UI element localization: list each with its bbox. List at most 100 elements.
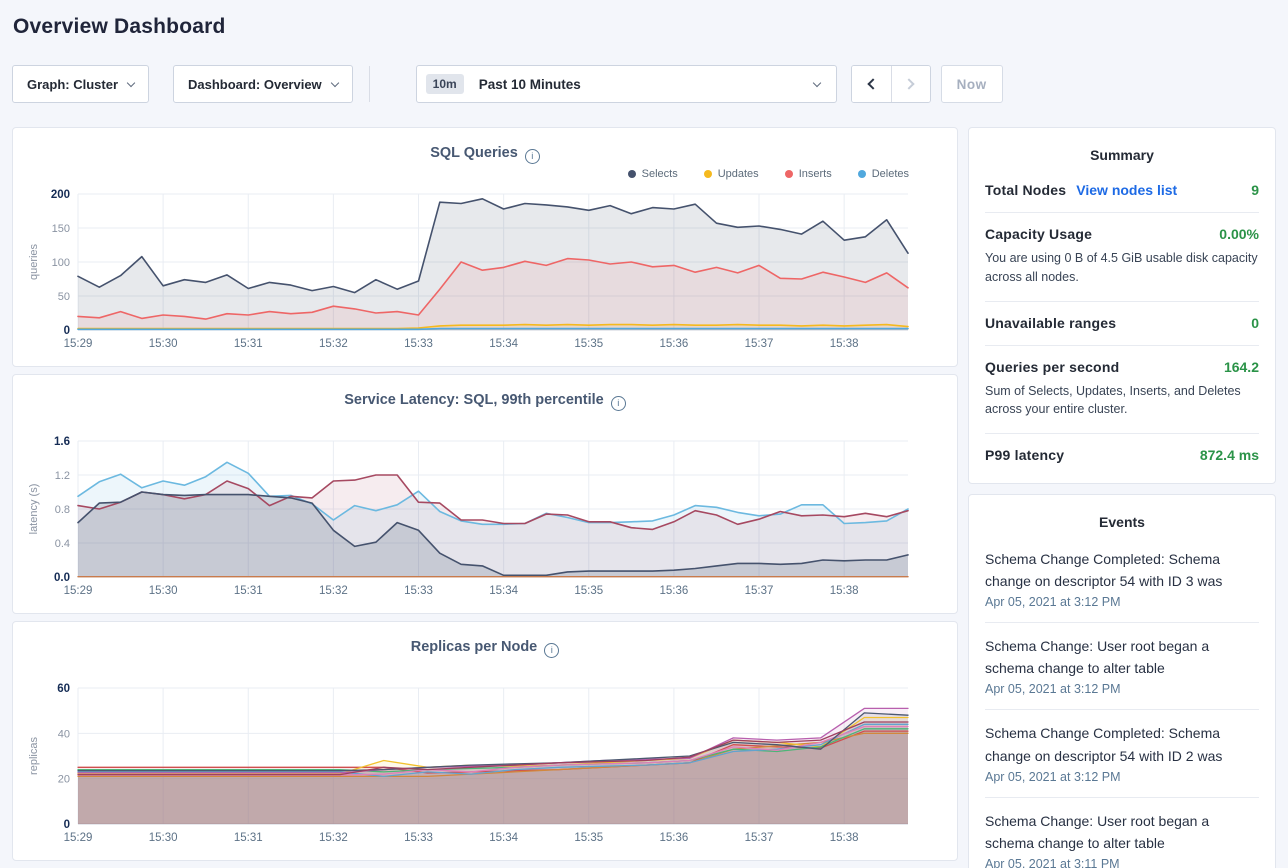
charts-column: SQL Queries Selects Updates Inserts Dele… [12, 127, 958, 861]
legend-label: Selects [641, 168, 678, 180]
svg-text:15:35: 15:35 [574, 832, 603, 844]
svg-text:15:32: 15:32 [319, 338, 348, 350]
time-step-buttons [850, 65, 931, 103]
svg-text:15:30: 15:30 [149, 338, 178, 350]
legend-item[interactable]: Updates [703, 168, 759, 180]
time-prev-button[interactable] [851, 66, 891, 102]
queries-per-second-label: Queries per second [985, 358, 1120, 375]
svg-text:0: 0 [64, 819, 70, 831]
svg-text:15:31: 15:31 [234, 832, 263, 844]
svg-text:0.8: 0.8 [55, 504, 70, 516]
svg-text:15:30: 15:30 [149, 832, 178, 844]
svg-text:15:29: 15:29 [64, 338, 93, 350]
unavailable-ranges-value: 0 [1251, 314, 1259, 331]
toolbar: Graph: Cluster Dashboard: Overview 10m P… [12, 65, 1276, 103]
event-text: Schema Change: User root began a schema … [985, 638, 1210, 677]
svg-text:15:34: 15:34 [489, 585, 518, 597]
svg-text:15:31: 15:31 [234, 585, 263, 597]
svg-text:20: 20 [58, 774, 70, 786]
graph-selector-button[interactable]: Graph: Cluster [12, 65, 150, 103]
legend-dot-inserts [784, 170, 793, 178]
chart-title-row: Replicas per Node [13, 622, 957, 658]
view-nodes-link[interactable]: View nodes list [1076, 182, 1178, 198]
event-text: Schema Change Completed: Schema change o… [985, 725, 1223, 764]
event-item[interactable]: Schema Change Completed: Schema change o… [985, 710, 1259, 798]
event-timestamp: Apr 05, 2021 at 3:12 PM [985, 682, 1121, 697]
legend-item[interactable]: Inserts [784, 168, 832, 180]
svg-text:0: 0 [64, 325, 70, 337]
legend-item[interactable]: Deletes [857, 168, 909, 180]
svg-text:200: 200 [51, 189, 70, 201]
total-nodes-value: 9 [1251, 182, 1259, 198]
queries-per-second-row: Queries per second 164.2 Sum of Selects,… [985, 346, 1259, 434]
time-range-picker[interactable]: 10m Past 10 Minutes [415, 65, 837, 103]
replicas-per-node-panel: Replicas per Node 15:29 15:30 15:31 15:32 15… [12, 621, 958, 861]
svg-text:15:35: 15:35 [574, 585, 603, 597]
legend-dot-updates [703, 170, 712, 178]
legend-label: Inserts [798, 168, 832, 180]
chart-title: Service Latency: SQL, 99th percentile [344, 392, 604, 408]
page-title: Overview Dashboard [13, 15, 226, 38]
chart-legend: Selects Updates Inserts Deletes [627, 168, 909, 180]
chevron-down-icon [812, 78, 821, 87]
service-latency-chart[interactable]: 15:29 15:30 15:31 15:32 15:33 15:34 15:35 15:36… [13, 431, 959, 609]
svg-text:15:36: 15:36 [660, 585, 689, 597]
toolbar-divider [368, 66, 370, 102]
info-icon[interactable] [610, 396, 626, 411]
legend-item[interactable]: Selects [627, 168, 678, 180]
time-range-label: Past 10 Minutes [478, 76, 581, 92]
event-text: Schema Change: User root began a schema … [985, 812, 1210, 851]
svg-text:15:36: 15:36 [660, 832, 689, 844]
svg-text:15:36: 15:36 [660, 338, 689, 350]
sql-queries-chart[interactable]: 15:29 15:30 15:31 15:32 15:33 15:34 15:35 15:36… [13, 184, 959, 362]
legend-dot-deletes [857, 170, 866, 178]
capacity-usage-desc: You are using 0 B of 4.5 GiB usable disk… [985, 251, 1258, 284]
svg-text:15:32: 15:32 [319, 832, 348, 844]
svg-text:50: 50 [58, 291, 70, 303]
total-nodes-label: Total Nodes [985, 182, 1067, 198]
info-icon[interactable] [544, 643, 560, 658]
svg-text:15:29: 15:29 [64, 832, 93, 844]
p99-latency-label: P99 latency [985, 447, 1065, 463]
svg-text:15:32: 15:32 [319, 585, 348, 597]
svg-text:150: 150 [52, 223, 70, 235]
info-icon[interactable] [524, 149, 540, 164]
dashboard-selector-button[interactable]: Dashboard: Overview [173, 65, 353, 103]
event-text: Schema Change Completed: Schema change o… [985, 551, 1223, 590]
svg-text:0.0: 0.0 [54, 572, 70, 584]
svg-text:100: 100 [52, 257, 70, 269]
legend-label: Updates [717, 168, 759, 180]
p99-latency-row: P99 latency 872.4 ms [985, 434, 1259, 477]
svg-text:15:33: 15:33 [404, 585, 433, 597]
svg-text:15:33: 15:33 [404, 338, 433, 350]
sql-queries-panel: SQL Queries Selects Updates Inserts Dele… [12, 127, 958, 367]
svg-text:latency (s): latency (s) [28, 484, 40, 535]
capacity-usage-value: 0.00% [1219, 226, 1259, 242]
sidebar-column: Summary Total Nodes View nodes list 9 Ca… [968, 127, 1276, 868]
event-timestamp: Apr 05, 2021 at 3:12 PM [985, 769, 1121, 784]
summary-panel: Summary Total Nodes View nodes list 9 Ca… [968, 127, 1276, 484]
service-latency-panel: Service Latency: SQL, 99th percentile 15… [12, 374, 958, 614]
svg-text:15:37: 15:37 [745, 832, 774, 844]
chevron-left-icon [867, 78, 879, 90]
svg-text:15:38: 15:38 [830, 585, 859, 597]
chart-title-row: SQL Queries [13, 128, 957, 164]
time-next-button[interactable] [890, 66, 930, 102]
events-title: Events [1099, 514, 1145, 530]
svg-text:60: 60 [57, 683, 70, 695]
unavailable-ranges-label: Unavailable ranges [985, 314, 1117, 331]
now-button[interactable]: Now [940, 65, 1003, 103]
svg-text:15:34: 15:34 [489, 338, 518, 350]
event-timestamp: Apr 05, 2021 at 3:11 PM [985, 856, 1120, 868]
summary-title: Summary [1090, 147, 1154, 163]
event-item[interactable]: Schema Change Completed: Schema change o… [985, 536, 1259, 624]
svg-text:15:37: 15:37 [745, 338, 774, 350]
event-item[interactable]: Schema Change: User root began a schema … [985, 623, 1259, 711]
event-item[interactable]: Schema Change: User root began a schema … [985, 798, 1259, 868]
replicas-per-node-chart[interactable]: 15:29 15:30 15:31 15:32 15:33 15:34 15:35 15:36… [13, 678, 959, 856]
svg-text:15:38: 15:38 [830, 338, 859, 350]
svg-text:40: 40 [58, 728, 70, 740]
queries-per-second-desc: Sum of Selects, Updates, Inserts, and De… [985, 383, 1241, 417]
events-panel: Events Schema Change Completed: Schema c… [968, 494, 1276, 868]
svg-text:1.6: 1.6 [54, 436, 70, 448]
